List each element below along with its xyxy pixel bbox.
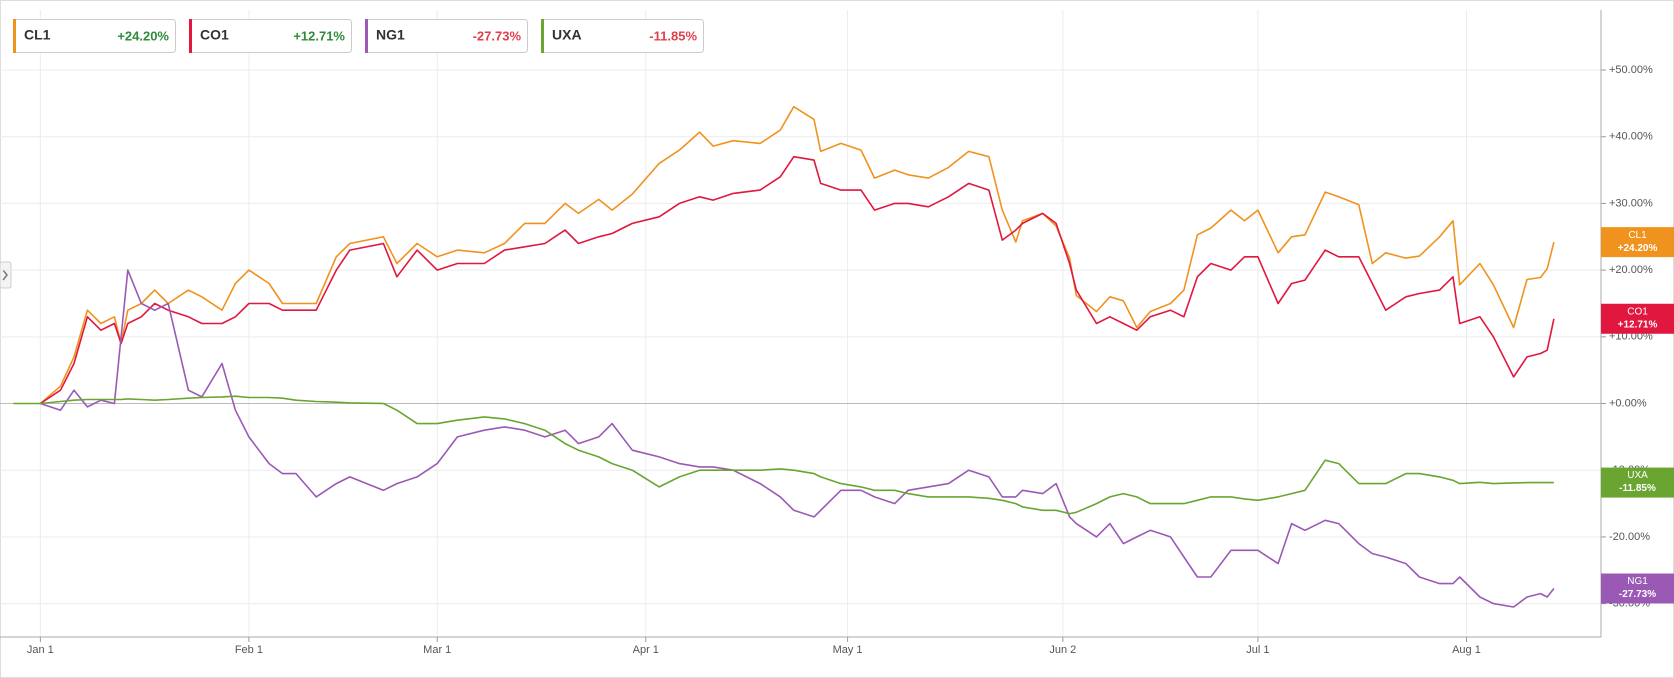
y-tick-label: +30.00% — [1609, 197, 1653, 209]
x-tick-label: Aug 1 — [1452, 644, 1481, 656]
legend-swatch[interactable] — [189, 19, 192, 53]
legend-change[interactable]: -11.85% — [649, 28, 697, 43]
y-tick-label: +40.00% — [1609, 131, 1653, 143]
series-line — [40, 269, 1555, 608]
handle-box[interactable] — [0, 261, 12, 289]
x-tick-label: Feb 1 — [235, 644, 263, 656]
side-handle[interactable] — [0, 261, 12, 289]
legend-item[interactable]: CL1 +24.20% — [13, 19, 176, 53]
legend-change[interactable]: +12.71% — [293, 28, 345, 43]
x-tick-label: Jun 2 — [1049, 644, 1076, 656]
end-tag-change: +12.71% — [1618, 319, 1658, 330]
y-tick-label: +50.00% — [1609, 64, 1653, 76]
legend-name[interactable]: CL1 — [24, 27, 51, 43]
end-tag-box — [1601, 227, 1674, 258]
end-tag-change: -27.73% — [1619, 589, 1656, 600]
legend-change[interactable]: +24.20% — [117, 28, 169, 43]
x-tick-label: Jul 1 — [1246, 644, 1269, 656]
series-line — [39, 105, 1555, 405]
end-tag: NG1 -27.73% — [1601, 573, 1674, 604]
y-tick-label: +20.00% — [1609, 264, 1653, 276]
legend-name[interactable]: NG1 — [376, 27, 405, 43]
end-tag-box — [1601, 467, 1674, 498]
y-tick-label: -20.00% — [1609, 531, 1650, 543]
legend-name[interactable]: CO1 — [200, 27, 229, 43]
legend-change[interactable]: -27.73% — [473, 28, 522, 43]
end-tag-name: UXA — [1627, 470, 1648, 481]
series-line — [13, 395, 1554, 515]
x-tick-label: Apr 1 — [633, 644, 659, 656]
legend-item[interactable]: UXA -11.85% — [541, 19, 704, 53]
legend-swatch[interactable] — [541, 19, 544, 53]
end-tag: CO1 +12.71% — [1601, 303, 1674, 334]
handle-arrow[interactable] — [2, 269, 8, 281]
legend-item[interactable]: NG1 -27.73% — [365, 19, 528, 53]
legend-name[interactable]: UXA — [552, 27, 582, 43]
end-tag-box — [1601, 573, 1674, 604]
end-tag-name: CO1 — [1627, 306, 1648, 317]
end-tag-box — [1601, 303, 1674, 334]
end-tag-name: CL1 — [1628, 230, 1647, 241]
end-tag-change: +24.20% — [1618, 243, 1658, 254]
x-tick-label: Jan 1 — [27, 644, 54, 656]
end-tag-name: NG1 — [1627, 576, 1648, 587]
legend-swatch[interactable] — [13, 19, 16, 53]
legend-swatch[interactable] — [365, 19, 368, 53]
x-tick-label: Mar 1 — [423, 644, 451, 656]
x-tick-label: May 1 — [833, 644, 863, 656]
legend-item[interactable]: CO1 +12.71% — [189, 19, 352, 53]
end-tag: UXA -11.85% — [1601, 467, 1674, 498]
y-tick-label: +0.00% — [1609, 397, 1647, 409]
end-tag: CL1 +24.20% — [1601, 227, 1674, 258]
series-line — [39, 155, 1555, 405]
end-tag-change: -11.85% — [1619, 483, 1656, 494]
